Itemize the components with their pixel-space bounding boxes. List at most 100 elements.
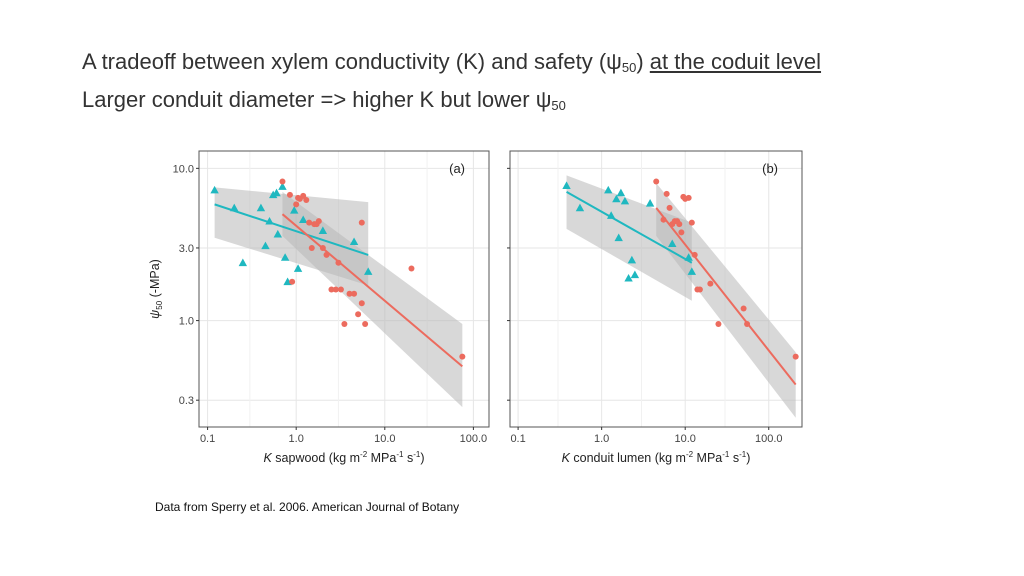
data-point-triangle: [604, 185, 613, 194]
title-line-1: A tradeoff between xylem conductivity (K…: [82, 46, 821, 84]
data-point-circle: [328, 286, 335, 293]
data-point-circle: [351, 290, 358, 297]
plot-frame: [509, 150, 803, 428]
data-point-triangle: [318, 226, 328, 234]
data-point-triangle: [210, 185, 219, 194]
data-point-triangle: [624, 273, 633, 282]
x-tick-label: 100.0: [460, 433, 488, 445]
panel-label: (b): [762, 161, 778, 176]
source-citation: Data from Sperry et al. 2006. American J…: [155, 500, 460, 514]
data-point-circle: [315, 218, 322, 225]
data-point-triangle: [645, 199, 655, 207]
data-point-circle: [346, 290, 353, 297]
data-point-triangle: [278, 182, 287, 190]
fit-line-teal: [214, 203, 369, 256]
confidence-band-salmon: [656, 183, 796, 418]
fit-line-salmon: [281, 213, 463, 368]
x-tick-label: 100.0: [755, 433, 783, 445]
data-point-circle: [358, 219, 365, 226]
data-point-circle: [289, 278, 296, 285]
data-point-circle: [459, 353, 466, 360]
data-point-triangle: [616, 188, 626, 197]
x-axis-label: K conduit lumen (kg m-2 MPa-1 s-1): [562, 450, 751, 465]
data-point-circle: [279, 178, 286, 185]
data-point-circle: [300, 192, 307, 199]
data-point-circle: [666, 204, 673, 211]
data-point-triangle: [290, 206, 299, 214]
confidence-band-teal: [566, 175, 692, 301]
data-point-triangle: [293, 264, 303, 272]
x-tick-label: 0.1: [510, 433, 525, 445]
x-tick-label: 1.0: [289, 433, 304, 445]
data-point-circle: [715, 320, 722, 327]
data-point-triangle: [562, 181, 571, 189]
data-point-circle: [341, 320, 348, 327]
data-point-triangle: [627, 255, 637, 264]
y-tick-label: 0.3: [179, 395, 194, 407]
plot-background: [510, 151, 802, 427]
y-tick-label: 3.0: [179, 243, 194, 255]
data-point-circle: [676, 221, 683, 228]
y-tick-label: 1.0: [179, 316, 194, 328]
data-point-circle: [740, 305, 747, 312]
data-point-triangle: [268, 190, 278, 199]
title-line-1-subscript: 50: [621, 60, 637, 75]
data-point-circle: [685, 194, 692, 201]
x-axis-label: K sapwood (kg m-2 MPa-1 s-1): [263, 450, 424, 465]
data-point-circle: [663, 190, 670, 197]
title-line-1-text: A tradeoff between xylem conductivity (K…: [82, 49, 622, 74]
slide-title: A tradeoff between xylem conductivity (K…: [82, 46, 821, 122]
chart-panel-2: 0.1 1.0 10.0 100.0 (b) K conduit lumen (kg m-…: [507, 150, 803, 465]
data-point-circle: [308, 244, 315, 251]
title-line-2-subscript: 50: [551, 98, 566, 113]
data-point-triangle: [280, 253, 290, 261]
data-point-circle: [293, 201, 300, 208]
data-point-triangle: [575, 203, 585, 212]
fit-line-salmon: [655, 207, 797, 386]
data-point-triangle: [614, 233, 623, 242]
title-line-1-paren: ): [636, 49, 650, 74]
confidence-band-salmon: [282, 191, 463, 408]
title-line-2: Larger conduit diameter => higher K but …: [82, 84, 821, 122]
data-point-circle: [362, 320, 369, 327]
data-point-circle: [653, 178, 660, 185]
data-point-triangle: [272, 188, 281, 197]
title-line-1-underlined: at the coduit level: [649, 49, 822, 74]
data-point-triangle: [687, 267, 697, 275]
data-point-circle: [678, 229, 685, 236]
data-point-triangle: [256, 203, 266, 212]
y-axis-label: ψ50 (-MPa): [148, 259, 164, 319]
data-point-circle: [355, 311, 362, 318]
y-tick-label: 10.0: [173, 163, 194, 175]
data-point-circle: [358, 300, 365, 307]
data-point-circle: [303, 196, 310, 203]
data-point-circle: [792, 353, 799, 360]
data-point-triangle: [612, 194, 621, 203]
data-point-triangle: [273, 229, 282, 238]
fit-line-teal: [566, 191, 693, 264]
data-point-triangle: [238, 258, 248, 267]
data-point-triangle: [261, 241, 270, 250]
data-point-triangle: [299, 215, 308, 224]
data-point-triangle: [349, 237, 359, 246]
data-point-triangle: [364, 267, 373, 275]
data-point-circle: [306, 219, 313, 226]
x-tick-label: 0.1: [200, 433, 215, 445]
data-point-circle: [337, 286, 344, 293]
x-tick-label: 10.0: [374, 433, 395, 445]
title-line-2-text: Larger conduit diameter => higher K but …: [82, 87, 552, 112]
data-point-circle: [286, 191, 293, 198]
data-point-circle: [696, 286, 703, 293]
x-tick-label: 10.0: [674, 433, 695, 445]
data-point-circle: [688, 219, 695, 226]
data-point-triangle: [630, 270, 640, 279]
data-point-circle: [408, 265, 415, 272]
panel-label: (a): [449, 161, 465, 176]
x-tick-label: 1.0: [594, 433, 609, 445]
chart-panel-1: 0.1 1.0 10.0 100.0 0.3 1.0 3.0 10.0 (a) K sapwood…: [148, 150, 490, 465]
data-point-circle: [707, 280, 714, 287]
plot-frame: [198, 150, 490, 428]
data-point-triangle: [668, 239, 677, 248]
data-point-triangle: [620, 196, 630, 205]
